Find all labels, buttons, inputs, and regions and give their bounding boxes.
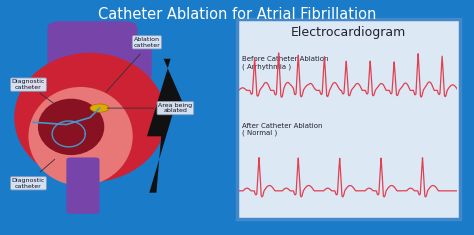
- Text: Ablation
catheter: Ablation catheter: [134, 37, 160, 48]
- Text: Area being
ablated: Area being ablated: [158, 103, 192, 114]
- Ellipse shape: [14, 53, 166, 182]
- Text: Diagnostic
catheter: Diagnostic catheter: [12, 178, 45, 189]
- FancyBboxPatch shape: [66, 157, 100, 214]
- Polygon shape: [147, 59, 187, 193]
- Ellipse shape: [28, 87, 133, 186]
- FancyBboxPatch shape: [95, 42, 152, 80]
- Ellipse shape: [90, 104, 109, 112]
- Text: Diagnostic
catheter: Diagnostic catheter: [12, 79, 45, 90]
- Text: Before Catheter Ablation
( Arrhythmia ): Before Catheter Ablation ( Arrhythmia ): [242, 56, 328, 70]
- FancyBboxPatch shape: [47, 21, 137, 101]
- Text: After Catheter Ablation
( Normal ): After Catheter Ablation ( Normal ): [242, 123, 322, 136]
- Text: Electrocardiogram: Electrocardiogram: [291, 26, 406, 39]
- Ellipse shape: [38, 99, 104, 155]
- Text: Catheter Ablation for Atrial Fibrillation: Catheter Ablation for Atrial Fibrillatio…: [98, 7, 376, 22]
- FancyBboxPatch shape: [237, 19, 460, 219]
